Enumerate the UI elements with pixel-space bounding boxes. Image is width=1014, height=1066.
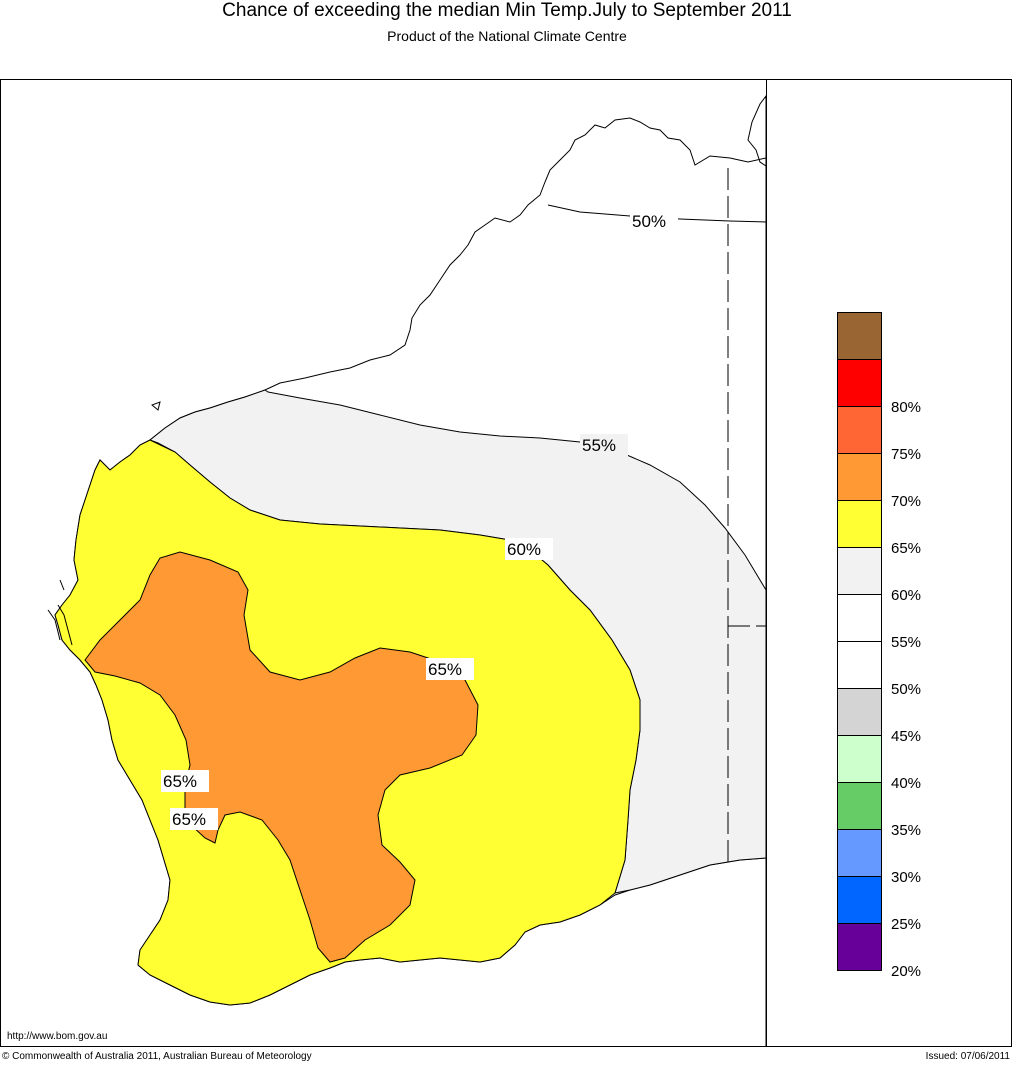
contour-label-60: 60% [505,538,553,560]
legend-label: 50% [891,681,922,698]
svg-text:55%: 55% [582,436,616,455]
legend-swatch [837,359,882,407]
map-title: Chance of exceeding the median Min Temp.… [222,0,792,21]
legend-divider [766,80,767,1046]
legend-label: 70% [891,493,922,510]
legend-swatch [837,312,882,360]
legend-label: 35% [891,822,922,839]
contour-label-55: 55% [580,434,628,456]
legend-label: 20% [891,963,922,980]
legend-label: 30% [891,869,922,886]
legend-swatch [837,547,882,595]
legend-label: 80% [891,399,922,416]
legend-swatch [837,688,882,736]
nt-sa-border [727,168,766,864]
map-url-label: http://www.bom.gov.au [7,1031,108,1042]
coast-detail [47,401,161,646]
contour-label-65-west-upper: 65% [161,770,209,792]
contour-label-65-west-lower: 65% [170,808,218,830]
legend-label: 75% [891,446,922,463]
legend-swatch [837,406,882,454]
legend-swatch [837,923,882,971]
contour-label-65-east: 65% [426,658,474,680]
probability-map: 50% 55% 60% 65% 65% 65% [47,95,766,1046]
issued-date: Issued: 07/06/2011 [925,1051,1010,1062]
legend-swatch [837,594,882,642]
svg-text:50%: 50% [632,212,666,231]
legend-swatch [837,782,882,830]
copyright-notice: © Commonwealth of Australia 2011, Austra… [2,1051,312,1062]
legend-label: 45% [891,728,922,745]
map-frame [0,79,1012,1047]
svg-text:65%: 65% [163,772,197,791]
legend-label: 40% [891,775,922,792]
legend-label: 65% [891,540,922,557]
legend-swatch [837,876,882,924]
svg-text:65%: 65% [428,660,462,679]
legend-label: 55% [891,634,922,651]
svg-text:60%: 60% [507,540,541,559]
legend-swatch [837,453,882,501]
legend-swatch [837,641,882,689]
legend-swatch [837,500,882,548]
contour-label-50: 50% [630,210,678,232]
legend-swatch [837,829,882,877]
svg-text:65%: 65% [172,810,206,829]
map-subtitle: Product of the National Climate Centre [387,28,627,44]
legend-label: 60% [891,587,922,604]
legend-label: 25% [891,916,922,933]
legend-swatch [837,735,882,783]
